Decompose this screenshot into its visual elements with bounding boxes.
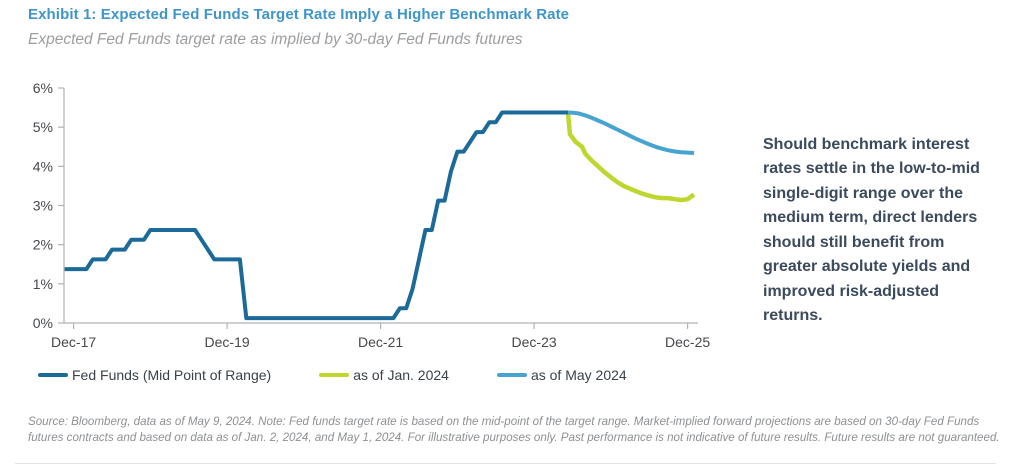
- svg-text:3%: 3%: [33, 198, 53, 214]
- commentary-text: Should benchmark interest rates settle i…: [763, 136, 980, 325]
- fed-funds-chart: 0% 1% 2% 3% 4% 5% 6% Dec-17 Dec-19 Dec-21 Dec-23 De…: [18, 78, 738, 363]
- fed-funds-chart-svg: 0% 1% 2% 3% 4% 5% 6% Dec-17 Dec-19 Dec-21 Dec-23 De…: [33, 80, 711, 350]
- legend-item-may-2024: as of May 2024: [496, 367, 627, 383]
- legend-label-fed-funds: Fed Funds (Mid Point of Range): [72, 367, 272, 383]
- svg-text:1%: 1%: [33, 276, 53, 292]
- source-footnote: Source: Bloomberg, data as of May 9, 202…: [28, 415, 1000, 445]
- svg-text:Dec-17: Dec-17: [51, 334, 96, 350]
- svg-text:Dec-23: Dec-23: [512, 334, 557, 350]
- legend-label-may-2024: as of May 2024: [530, 367, 627, 383]
- svg-text:4%: 4%: [33, 158, 53, 174]
- chart-legend: Fed Funds (Mid Point of Range) as of Jan…: [38, 367, 675, 383]
- legend-label-jan-2024: as of Jan. 2024: [353, 367, 449, 383]
- jan-2024-line-swatch: [319, 372, 350, 378]
- svg-text:5%: 5%: [33, 119, 53, 135]
- svg-text:6%: 6%: [33, 80, 53, 96]
- fed-funds-line-swatch: [38, 372, 68, 378]
- svg-text:Dec-21: Dec-21: [358, 334, 403, 350]
- exhibit-subtitle: Expected Fed Funds target rate as implie…: [28, 31, 523, 48]
- svg-text:Dec-25: Dec-25: [665, 334, 710, 350]
- svg-text:0%: 0%: [33, 315, 53, 331]
- svg-text:Dec-19: Dec-19: [205, 334, 250, 350]
- legend-item-fed-funds: Fed Funds (Mid Point of Range): [38, 367, 271, 383]
- svg-text:2%: 2%: [33, 237, 53, 253]
- exhibit-title: Exhibit 1: Expected Fed Funds Target Rat…: [28, 6, 570, 23]
- may-2024-line-swatch: [496, 372, 527, 378]
- legend-item-jan-2024: as of Jan. 2024: [319, 367, 449, 383]
- bottom-divider: [15, 463, 996, 464]
